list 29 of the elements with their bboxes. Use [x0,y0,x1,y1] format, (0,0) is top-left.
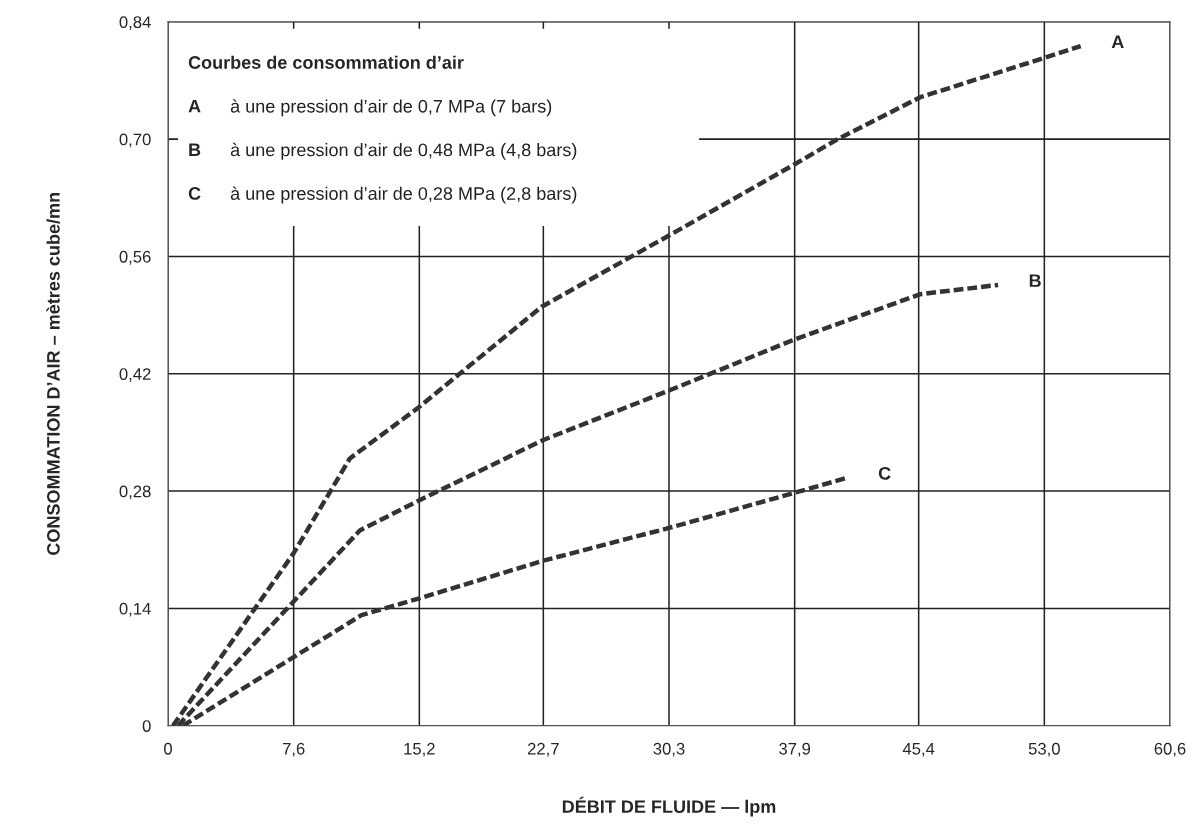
text: B [189,143,201,156]
y-tick-label: 0,56 [119,250,151,265]
x-tick-label: 45,4 [902,743,935,757]
line-series [170,43,1083,726]
x-axis-title: DÉBIT DE FLUIDE — lpm [562,796,776,817]
x-tick-label: 7,6 [282,742,305,757]
x-tick-label: 30,3 [653,742,685,757]
series-label: C [878,466,891,480]
x-tick-label: 15,2 [404,742,435,757]
y-tick-label: 0,14 [119,602,151,617]
x-tick-label: 37,9 [779,742,811,757]
annotation: à une pression d’air de 0,7 MPa (7 bars) [230,99,552,117]
y-tick-label: 0,84 [119,16,151,30]
y-tick-label: 0 [142,720,151,732]
x-tick-label: 53,0 [1028,742,1060,757]
series-label: A [1111,35,1124,49]
y-axis-title: CONSOMMATION D’AIR – mètres cube/mn [46,192,60,555]
x-tick-label: 0 [164,742,172,755]
text: A [188,99,201,113]
series-label: B [1029,274,1041,287]
legend-title: Courbes de consommation d’air [188,55,464,69]
x-tick-label: 22,7 [527,742,559,757]
text: C [188,187,201,200]
annotation: à une pression d’air de 0,48 MPa (4,8 bars) [230,142,577,160]
y-tick-label: 0,42 [119,368,151,382]
x-tick-label: 60,6 [1154,742,1186,757]
y-tick-label: 0,70 [119,133,151,148]
y-tick-label: 0,28 [119,485,151,500]
annotation: à une pression d’air de 0,28 MPa (2,8 bars) [230,186,577,204]
